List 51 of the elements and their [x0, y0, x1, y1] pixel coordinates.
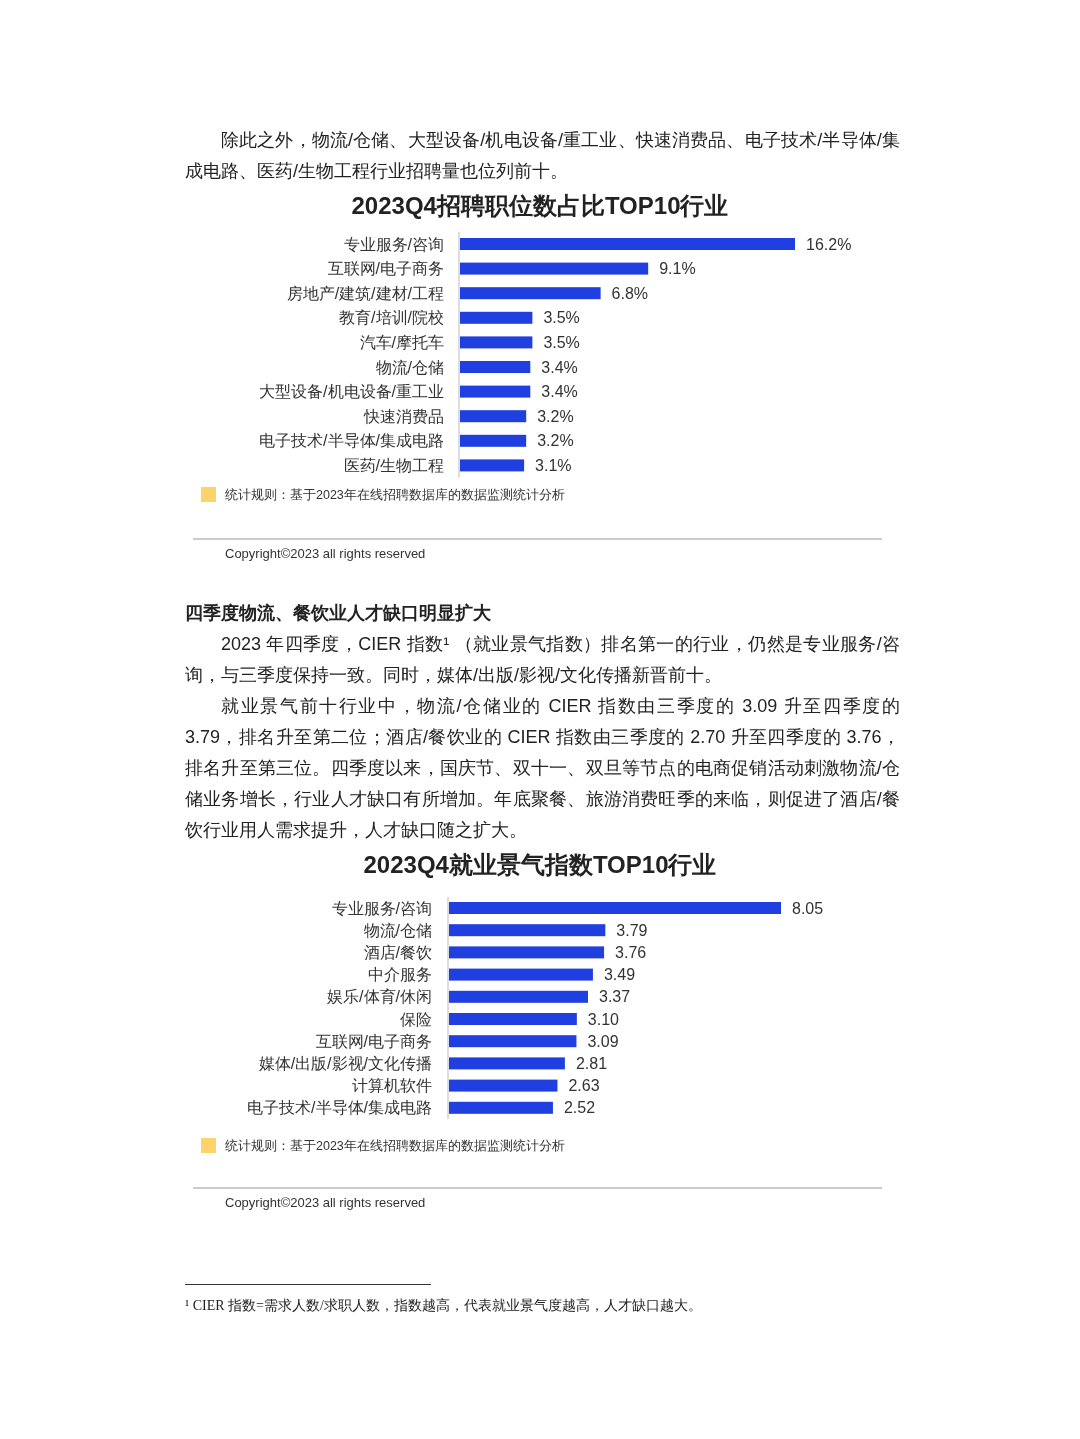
data-label: 3.5%	[543, 333, 580, 351]
y-tick-label: 专业服务/咨询	[331, 899, 432, 917]
data-label: 3.10	[587, 1010, 620, 1028]
data-label: 3.79	[616, 921, 648, 939]
chart-title: 2023Q4就业景气指数TOP10行业	[363, 850, 717, 878]
y-tick-label: 医药/生物工程	[343, 456, 444, 474]
y-tick-label: 专业服务/咨询	[343, 235, 444, 253]
text: 统计规则：基于2023年在线招聘数据库的数据监测统计分析	[225, 1139, 565, 1153]
data-label: 3.49	[603, 966, 636, 984]
y-tick-label: 互联网/电子商务	[315, 1032, 432, 1050]
y-tick-label: 酒店/餐饮	[363, 943, 432, 961]
data-label: 16.2%	[806, 235, 852, 253]
y-tick-label: 媒体/出版/影视/文化传播	[258, 1054, 432, 1072]
y-tick-label: 教育/培训/院校	[339, 309, 444, 327]
data-label: 3.2%	[537, 432, 574, 450]
y-tick-label: 保险	[400, 1010, 432, 1028]
data-label: 3.4%	[541, 358, 578, 376]
chart-title: 2023Q4招聘职位数占比TOP10行业	[351, 191, 729, 219]
y-tick-label: 汽车/摩托车	[359, 333, 444, 351]
text: 除此之外，物流/仓储、大型设备/机电设备/重工业、快速消费品、电子技术/半导体/集成电路、医药/生物工程行业招聘量也位列前十。	[185, 129, 900, 183]
y-tick-label: 快速消费品	[363, 407, 444, 425]
text: 2023 年四季度，CIER 指数¹ （就业景气指数）排名第一的行业，仍然是专业服务/咨询，与三季度保持一致。同时，媒体/出版/影视/文化传播新晋前十。	[185, 633, 900, 687]
text: ¹ CIER 指数=需求人数/求职人数，指数越高，代表就业景气度越高，人才缺口越大。	[185, 1297, 703, 1315]
data-label: 2.52	[563, 1099, 596, 1117]
data-label: 6.8%	[611, 284, 649, 302]
data-label: 3.1%	[535, 456, 572, 474]
y-tick-label: 物流/仓储	[375, 358, 444, 376]
text: Copyright©2023 all rights reserved	[225, 1194, 426, 1210]
y-tick-label: 中介服务	[368, 966, 432, 984]
text: 四季度物流、餐饮业人才缺口明显扩大	[185, 602, 492, 625]
data-label: 3.5%	[543, 309, 580, 327]
data-label: 9.1%	[659, 260, 696, 278]
y-tick-label: 计算机软件	[352, 1077, 432, 1095]
data-label: 2.81	[575, 1054, 608, 1072]
data-label: 3.09	[587, 1032, 619, 1050]
data-label: 8.05	[792, 899, 824, 917]
text: 就业景气前十行业中，物流/仓储业的 CIER 指数由三季度的 3.09 升至四季度的 3.79，排名升至第二位；酒店/餐饮业的 CIER 指数由三季度的 2.70 升至四季度的 3.76，排名升至第三位。四季度以来，国庆节、双十一、双旦等节点的电商促销活动刺激物流/仓储业务增长，行业人才缺口有所增加。年底聚餐、旅游消费旺季的来临，则促进了酒店/餐饮行业用人需求提升，人才缺口随之扩大。	[185, 695, 900, 842]
data-label: 3.37	[598, 988, 631, 1006]
y-tick-label: 电子技术/半导体/集成电路	[247, 1099, 432, 1117]
y-tick-label: 娱乐/体育/休闲	[327, 988, 432, 1006]
data-label: 3.2%	[537, 407, 574, 425]
data-label: 3.76	[615, 943, 647, 961]
text: Copyright©2023 all rights reserved	[225, 545, 426, 561]
data-label: 3.4%	[541, 383, 578, 401]
text: 统计规则：基于2023年在线招聘数据库的数据监测统计分析	[225, 488, 565, 502]
y-tick-label: 物流/仓储	[363, 921, 432, 939]
data-label: 2.63	[568, 1077, 600, 1095]
y-tick-label: 房地产/建筑/建材/工程	[286, 284, 444, 302]
y-tick-label: 电子技术/半导体/集成电路	[259, 432, 444, 450]
y-tick-label: 互联网/电子商务	[327, 260, 444, 278]
y-tick-label: 大型设备/机电设备/重工业	[259, 383, 444, 401]
